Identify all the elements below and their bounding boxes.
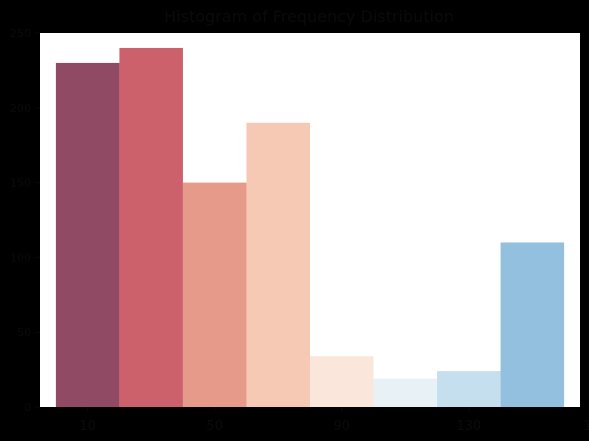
y-tick-label: 0: [24, 401, 31, 414]
bars-group: [55, 47, 565, 408]
y-tick-label: 100: [10, 251, 31, 264]
y-tick-label: 50: [17, 326, 31, 339]
y-axis: 0 50 100 150 200 250: [10, 27, 40, 414]
histogram-bar: [246, 122, 310, 407]
x-tick-label: 10: [79, 419, 96, 434]
x-tick-label: 170: [583, 419, 589, 434]
histogram-bar: [119, 47, 183, 408]
histogram-bar: [55, 62, 120, 408]
histogram-bar: [373, 378, 438, 407]
y-tick-label: 200: [10, 102, 31, 115]
histogram-bar: [182, 182, 247, 407]
histogram-bar: [500, 242, 565, 407]
y-tick-label: 250: [10, 27, 31, 40]
y-tick-label: 150: [10, 177, 31, 190]
x-tick-label: 50: [206, 419, 223, 434]
x-axis: 10 50 90 130 170: [79, 407, 589, 434]
x-tick-label: 90: [333, 419, 350, 434]
histogram-bar: [310, 356, 374, 407]
chart-title: Histogram of Frequency Distribution: [164, 7, 454, 26]
histogram-bar: [437, 371, 501, 407]
x-tick-label: 130: [456, 419, 481, 434]
